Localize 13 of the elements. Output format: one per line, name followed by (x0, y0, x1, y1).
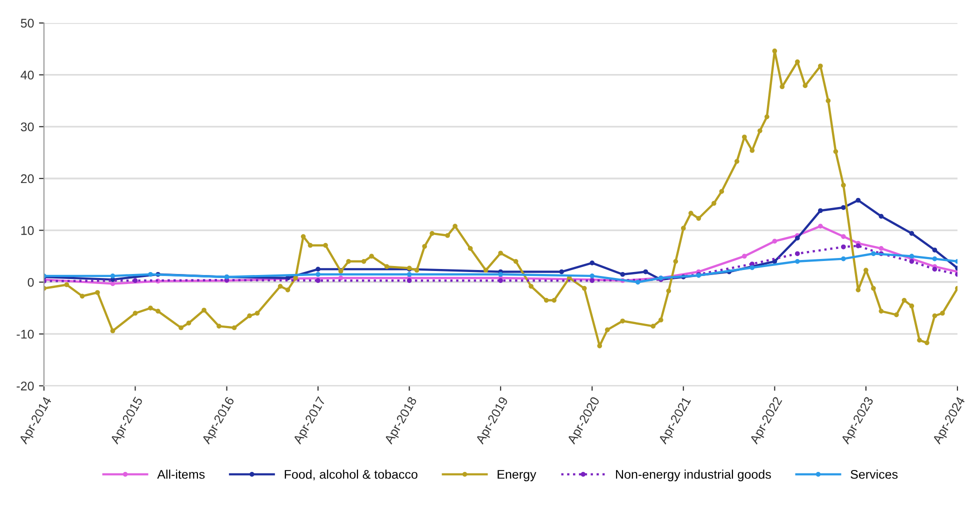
y-tick-label: 30 (20, 122, 34, 132)
legend-label: Services (850, 470, 898, 479)
legend-label: Food, alcohol & tobacco (284, 470, 418, 480)
y-tick-label: -20 (16, 382, 34, 390)
y-tick-label: -10 (16, 330, 34, 339)
y-tick-label: 20 (20, 174, 34, 184)
legend-label: All-items (157, 470, 205, 479)
y-tick-label: 10 (21, 226, 34, 235)
y-tick-label: 0 (28, 278, 34, 287)
legend-label: Energy (498, 470, 536, 482)
y-tick-label: 50 (20, 18, 34, 28)
y-tick-label: 40 (20, 70, 34, 80)
legend-label: Non-energy industrial goods (616, 470, 771, 482)
